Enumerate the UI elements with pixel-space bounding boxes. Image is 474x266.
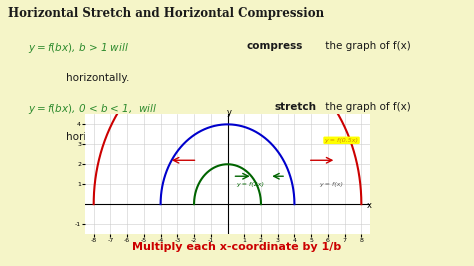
Text: $y = f(bx)$, 0 < b < 1,  will: $y = f(bx)$, 0 < b < 1, will [28, 102, 158, 117]
Text: y = f(2x): y = f(2x) [236, 182, 264, 187]
Text: compress: compress [246, 41, 303, 51]
Text: Multiply each x-coordinate by 1/b: Multiply each x-coordinate by 1/b [132, 242, 342, 252]
Text: x: x [366, 201, 371, 210]
Text: $y = f(bx)$, b > 1 will: $y = f(bx)$, b > 1 will [28, 41, 129, 55]
Text: stretch: stretch [275, 102, 317, 113]
Text: horizontally.: horizontally. [66, 132, 130, 142]
Text: horizontally.: horizontally. [66, 73, 130, 83]
Text: the graph of f(x): the graph of f(x) [322, 41, 411, 51]
Text: y = f(x): y = f(x) [319, 182, 344, 187]
Text: Horizontal Stretch and Horizontal Compression: Horizontal Stretch and Horizontal Compre… [8, 7, 324, 20]
Text: y: y [227, 108, 232, 117]
Text: the graph of f(x): the graph of f(x) [322, 102, 411, 113]
Text: y = f(0.5x): y = f(0.5x) [325, 138, 358, 143]
